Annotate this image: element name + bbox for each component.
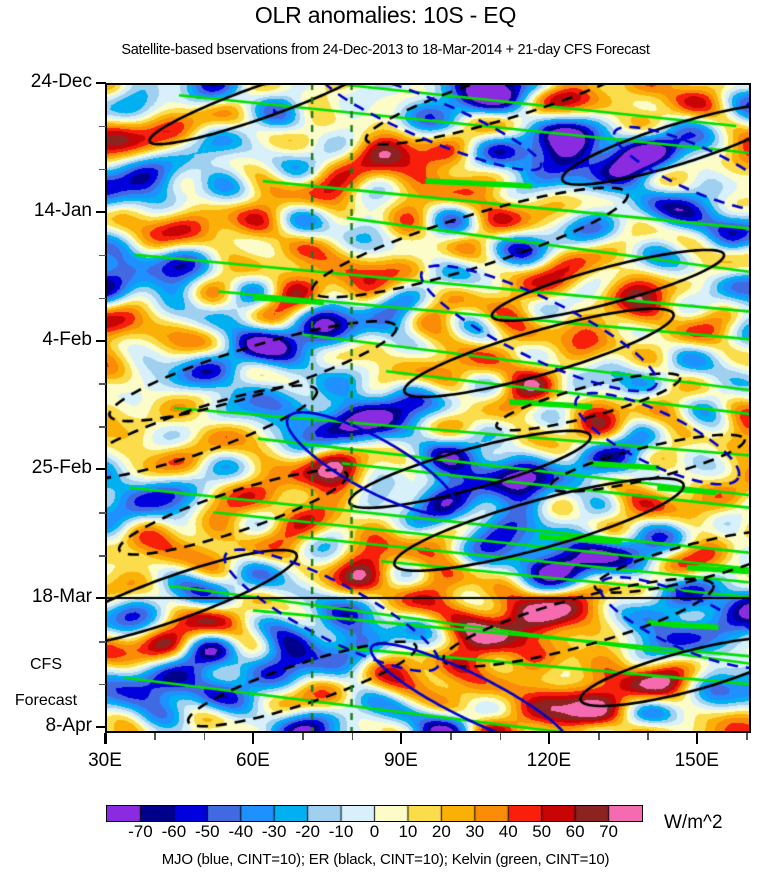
colorbar-tick--40: -40 [228, 822, 254, 841]
y-major-tick [96, 339, 106, 342]
y-tick-label-8-apr: 8-Apr [45, 714, 92, 736]
x-major-tick [695, 733, 699, 744]
x-major-tick [399, 733, 403, 744]
hovmoller-plot-canvas [105, 83, 751, 733]
y-tick-label-25-feb: 25-Feb [31, 457, 92, 479]
x-tick-label-30e: 30E [88, 750, 122, 771]
colorbar-tick--20: -20 [295, 822, 320, 841]
y-major-tick [96, 210, 106, 213]
colorbar-tick-10: 10 [398, 822, 418, 841]
y-major-tick [96, 597, 106, 600]
page-title: OLR anomalies: 10S - EQ [254, 2, 517, 28]
colorbar-tick-30: 30 [465, 822, 485, 841]
x-minor-tick [351, 733, 354, 740]
y-minor-tick [99, 383, 106, 385]
colorbar-tick--50: -50 [195, 822, 220, 841]
y-minor-tick [99, 683, 106, 686]
y-minor-tick [99, 426, 106, 428]
x-minor-tick [302, 733, 304, 740]
colorbar-tick-40: 40 [498, 822, 518, 841]
y-minor-tick [99, 555, 106, 557]
x-minor-tick [203, 733, 206, 740]
y-major-tick [96, 468, 106, 471]
x-minor-tick [746, 733, 748, 740]
colorbar-tick-50: 50 [532, 822, 552, 841]
colorbar-tick--60: -60 [161, 822, 187, 841]
y-minor-tick [99, 512, 106, 514]
x-major-tick [104, 733, 107, 744]
colorbar-tick--10: -10 [328, 822, 354, 841]
colorbar-tick-60: 60 [565, 822, 585, 841]
x-minor-tick [647, 733, 649, 740]
y-minor-tick [99, 641, 106, 643]
colorbar-units-label: W/m^2 [664, 812, 723, 833]
x-minor-tick [450, 733, 452, 740]
y-major-tick [96, 725, 106, 728]
colorbar [107, 806, 642, 821]
x-tick-label-90e: 90E [383, 750, 418, 771]
x-tick-label-150e: 150E [674, 750, 719, 771]
x-tick-label-120e: 120E [526, 750, 571, 771]
y-minor-tick [99, 125, 106, 128]
x-major-tick [547, 733, 551, 744]
y-major-tick [96, 82, 106, 84]
y-tick-label-14-jan: 14-Jan [33, 199, 92, 221]
colorbar-tick-0: 0 [369, 822, 380, 841]
colorbar-tick-70: 70 [599, 822, 619, 841]
x-minor-tick [598, 733, 600, 740]
colorbar-tick--70: -70 [128, 822, 153, 841]
y-minor-tick [99, 297, 106, 300]
x-minor-tick [154, 733, 156, 740]
y-tick-label-24-dec: 24-Dec [30, 71, 92, 92]
x-minor-tick [499, 733, 501, 740]
colorbar-tick-20: 20 [431, 822, 451, 841]
y-minor-tick [99, 168, 106, 171]
colorbar-tick--30: -30 [261, 822, 287, 841]
x-major-tick [251, 733, 255, 744]
cfs-forecast-note-line2: Forecast [14, 692, 78, 710]
y-tick-label-18-mar: 18-Mar [31, 586, 92, 608]
page-subtitle: Satellite-based bservations from 24-Dec-… [121, 42, 650, 58]
y-tick-label-4-feb: 4-Feb [42, 328, 92, 350]
x-tick-label-60e: 60E [236, 750, 270, 771]
overlay-legend-note: MJO (blue, CINT=10); ER (black, CINT=10)… [161, 851, 610, 868]
y-minor-tick [99, 254, 106, 257]
cfs-forecast-note-line1: CFS [30, 655, 62, 673]
